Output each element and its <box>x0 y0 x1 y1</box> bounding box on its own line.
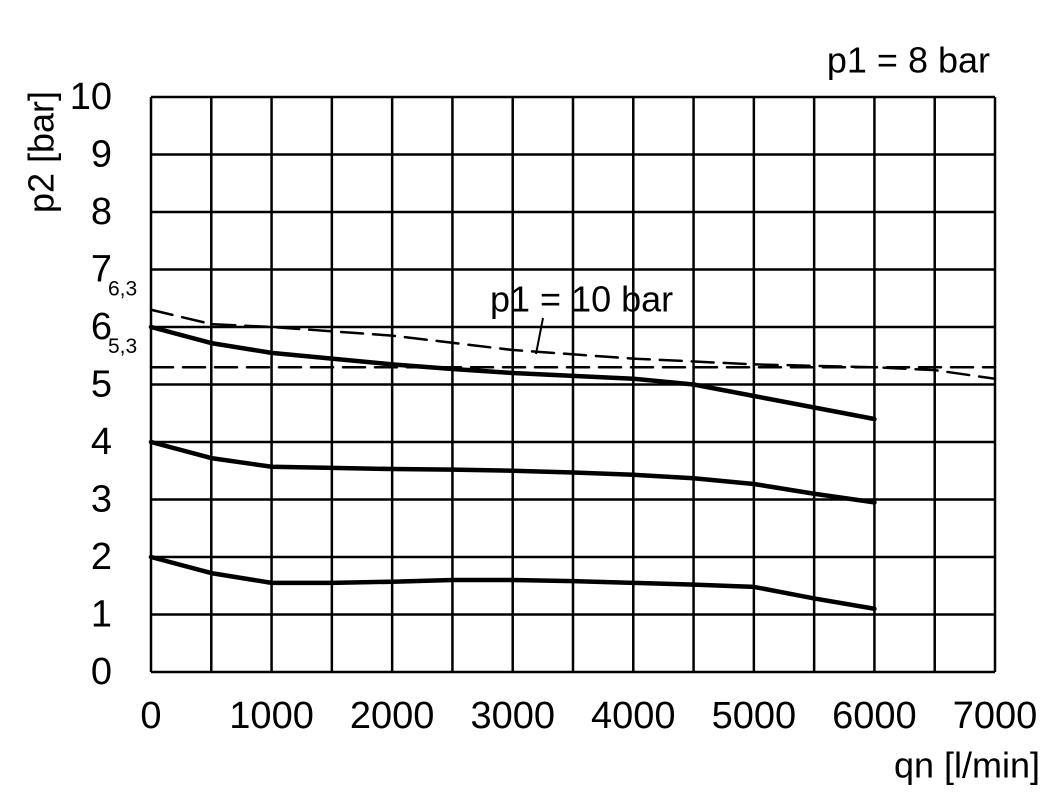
data-line <box>149 308 997 380</box>
x-tick-label: 3000 <box>470 695 555 737</box>
data-line <box>148 439 877 505</box>
x-tick-label: 1000 <box>229 695 314 737</box>
x-tick-label: 5000 <box>712 695 797 737</box>
y-tick-label: 5 <box>91 364 112 406</box>
data-line <box>148 554 877 611</box>
series-annotation: p1 = 10 bar <box>490 279 673 320</box>
y-tick-label: 0 <box>91 651 112 693</box>
y-tick-label: 8 <box>91 191 112 233</box>
y-tick-label: 1 <box>91 594 112 636</box>
value-label: 5,3 <box>108 335 137 358</box>
x-tick-label: 7000 <box>953 695 1038 737</box>
x-tick-label: 6000 <box>832 695 917 737</box>
x-tick-label: 4000 <box>591 695 676 737</box>
y-axis-label: p2 [bar] <box>21 91 62 213</box>
y-tick-label: 7 <box>91 249 112 291</box>
y-tick-label: 6 <box>91 306 112 348</box>
data-line <box>148 324 877 422</box>
chart-subtitle: p1 = 8 bar <box>827 40 990 81</box>
annotation-leader <box>535 317 544 355</box>
value-label: 6,3 <box>108 277 137 300</box>
x-axis-label: qn [l/min] <box>894 745 1040 786</box>
y-tick-label: 9 <box>91 134 112 176</box>
y-tick-label: 10 <box>70 76 112 118</box>
y-tick-label: 2 <box>91 536 112 578</box>
y-tick-label: 3 <box>91 479 112 521</box>
y-tick-label: 4 <box>91 421 112 463</box>
x-tick-label: 2000 <box>350 695 435 737</box>
x-tick-label: 0 <box>140 695 161 737</box>
